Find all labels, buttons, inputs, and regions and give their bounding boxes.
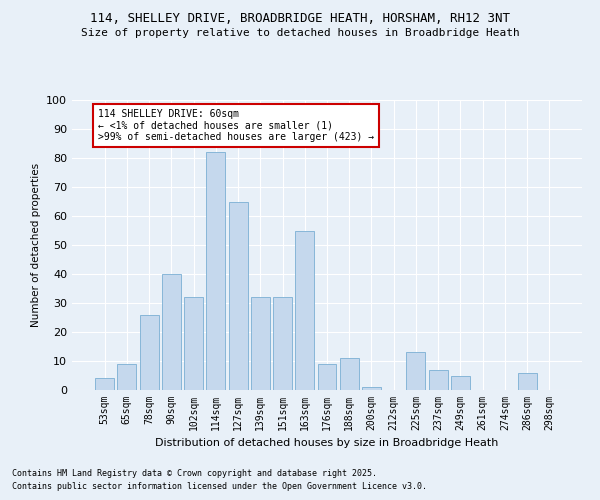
Text: Contains HM Land Registry data © Crown copyright and database right 2025.: Contains HM Land Registry data © Crown c… xyxy=(12,468,377,477)
X-axis label: Distribution of detached houses by size in Broadbridge Heath: Distribution of detached houses by size … xyxy=(155,438,499,448)
Text: Size of property relative to detached houses in Broadbridge Heath: Size of property relative to detached ho… xyxy=(80,28,520,38)
Bar xyxy=(273,297,292,390)
Y-axis label: Number of detached properties: Number of detached properties xyxy=(31,163,41,327)
Bar xyxy=(295,230,314,390)
Bar xyxy=(140,314,158,390)
Text: 114 SHELLEY DRIVE: 60sqm
← <1% of detached houses are smaller (1)
>99% of semi-d: 114 SHELLEY DRIVE: 60sqm ← <1% of detach… xyxy=(98,108,374,142)
Text: 114, SHELLEY DRIVE, BROADBRIDGE HEATH, HORSHAM, RH12 3NT: 114, SHELLEY DRIVE, BROADBRIDGE HEATH, H… xyxy=(90,12,510,26)
Bar xyxy=(251,297,270,390)
Bar xyxy=(206,152,225,390)
Bar xyxy=(229,202,248,390)
Bar xyxy=(451,376,470,390)
Bar xyxy=(429,370,448,390)
Bar xyxy=(406,352,425,390)
Text: Contains public sector information licensed under the Open Government Licence v3: Contains public sector information licen… xyxy=(12,482,427,491)
Bar xyxy=(362,387,381,390)
Bar xyxy=(518,372,536,390)
Bar xyxy=(184,297,203,390)
Bar xyxy=(95,378,114,390)
Bar xyxy=(317,364,337,390)
Bar xyxy=(340,358,359,390)
Bar xyxy=(162,274,181,390)
Bar xyxy=(118,364,136,390)
